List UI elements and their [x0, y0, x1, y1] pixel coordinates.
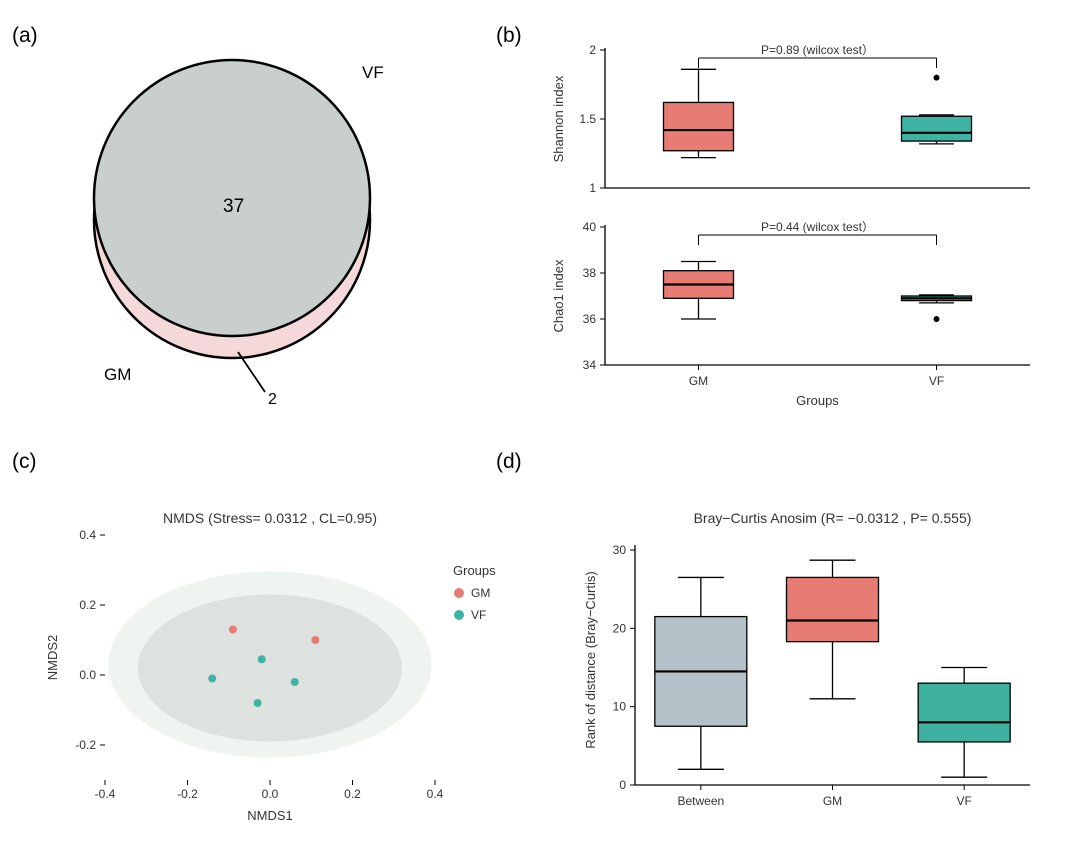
- svg-text:1: 1: [589, 181, 596, 195]
- svg-text:NMDS1: NMDS1: [247, 808, 293, 823]
- svg-text:GM: GM: [471, 586, 490, 600]
- svg-text:Groups: Groups: [796, 393, 839, 408]
- svg-text:Between: Between: [677, 794, 724, 808]
- svg-text:VF: VF: [471, 608, 486, 622]
- figure-svg: VF GM 37 2 1 1.5 2 Shannon index P=0.89 (wil…: [0, 0, 1080, 866]
- svg-text:Groups: Groups: [453, 563, 496, 578]
- svg-text:36: 36: [583, 312, 597, 326]
- venn-diagram: VF GM 37 2: [94, 60, 384, 408]
- svg-text:VF: VF: [956, 794, 971, 808]
- venn-vf-label: VF: [362, 63, 384, 82]
- svg-text:0.2: 0.2: [344, 787, 361, 801]
- venn-center-value: 37: [223, 196, 244, 217]
- svg-text:10: 10: [613, 700, 627, 714]
- svg-text:NMDS (Stress= 0.0312 , CL=0.95: NMDS (Stress= 0.0312 , CL=0.95): [163, 510, 377, 526]
- panel-b: 1 1.5 2 Shannon index P=0.89 (wilcox test） 34…: [551, 43, 1030, 408]
- svg-text:P=0.44 (wilcox test）: P=0.44 (wilcox test）: [761, 220, 874, 234]
- venn-crescent-value: 2: [268, 391, 277, 408]
- svg-text:2: 2: [589, 43, 596, 57]
- svg-text:NMDS2: NMDS2: [45, 635, 60, 681]
- svg-text:40: 40: [583, 220, 597, 234]
- svg-text:1.5: 1.5: [579, 112, 596, 126]
- svg-text:20: 20: [613, 621, 627, 635]
- svg-text:GM: GM: [689, 374, 708, 388]
- svg-text:0.4: 0.4: [427, 787, 444, 801]
- svg-text:GM: GM: [823, 794, 842, 808]
- svg-text:P=0.89 (wilcox test）: P=0.89 (wilcox test）: [761, 43, 874, 57]
- svg-text:-0.2: -0.2: [75, 738, 96, 752]
- svg-text:Shannon index: Shannon index: [551, 75, 566, 162]
- venn-gm-label: GM: [104, 365, 131, 384]
- svg-text:Rank of distance (Bray−Curtis): Rank of distance (Bray−Curtis): [583, 571, 598, 748]
- svg-text:-0.2: -0.2: [177, 787, 198, 801]
- svg-text:38: 38: [583, 266, 597, 280]
- svg-text:Chao1 index: Chao1 index: [551, 259, 566, 332]
- svg-text:30: 30: [613, 543, 627, 557]
- svg-text:0.0: 0.0: [262, 787, 279, 801]
- svg-text:0.0: 0.0: [79, 668, 96, 682]
- svg-text:0: 0: [619, 778, 626, 792]
- svg-text:0.4: 0.4: [79, 528, 96, 542]
- panel-d: Bray−Curtis Anosim (R= −0.0312 , P= 0.55…: [583, 510, 1030, 808]
- svg-text:34: 34: [583, 358, 597, 372]
- svg-text:VF: VF: [929, 374, 944, 388]
- svg-text:Bray−Curtis Anosim (R= −0.03: Bray−Curtis Anosim (R= −0.0312 , P= 0.55…: [694, 510, 972, 526]
- svg-text:-0.4: -0.4: [95, 787, 116, 801]
- svg-text:0.2: 0.2: [79, 598, 96, 612]
- panel-c: NMDS (Stress= 0.0312 , CL=0.95) -0.4 -0.2 0…: [45, 510, 496, 823]
